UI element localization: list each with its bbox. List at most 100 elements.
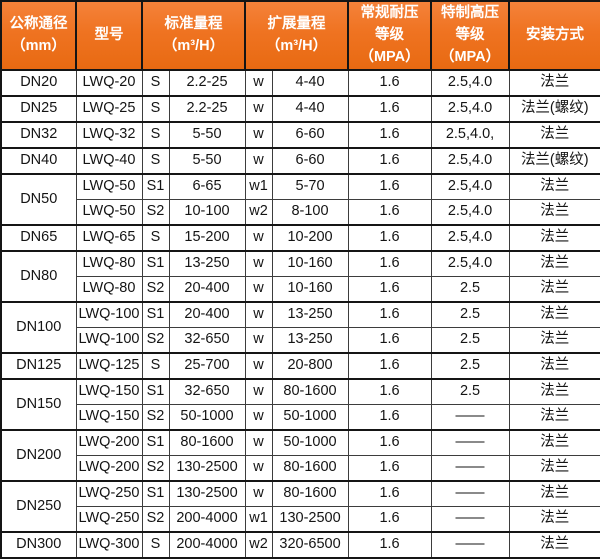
extended-range-cell: 320-6500 [271, 531, 349, 559]
nominal-diameter-cell: DN300 [0, 531, 77, 559]
standard-range-cell: 15-200 [168, 224, 246, 252]
installation-cell: 法兰 [508, 199, 600, 226]
header-standard-range: 标准量程 （m³/H） [140, 0, 247, 72]
normal-pressure-cell: 1.6 [347, 480, 432, 508]
extended-range-code-cell: w [244, 250, 273, 278]
extended-range-cell: 50-1000 [271, 404, 349, 431]
table-row: DN300 LWQ-300 S 200-4000 w2 320-6500 1.6 —— 法兰 [0, 531, 600, 559]
installation-cell: 法兰 [508, 455, 600, 482]
normal-pressure-cell: 1.6 [347, 199, 432, 226]
model-cell: LWQ-300 [75, 531, 143, 559]
extended-range-code-cell: w [244, 121, 273, 149]
model-cell: LWQ-40 [75, 147, 143, 175]
standard-range-cell: 10-100 [168, 199, 246, 226]
table-row: DN20 LWQ-20 S 2.2-25 w 4-40 1.6 2.5,4.0 法兰 [0, 69, 600, 97]
model-cell: LWQ-125 [75, 352, 143, 380]
model-cell: LWQ-150 [75, 404, 143, 431]
model-cell: LWQ-32 [75, 121, 143, 149]
high-pressure-cell: 2.5 [430, 378, 510, 406]
normal-pressure-cell: 1.6 [347, 455, 432, 482]
standard-range-cell: 80-1600 [168, 429, 246, 457]
standard-range-cell: 2.2-25 [168, 95, 246, 123]
extended-range-cell: 80-1600 [271, 378, 349, 406]
standard-range-code-cell: S [141, 352, 170, 380]
high-pressure-cell: —— [430, 429, 510, 457]
standard-range-code-cell: S2 [141, 276, 170, 303]
standard-range-code-cell: S2 [141, 506, 170, 533]
nominal-diameter-cell: DN40 [0, 147, 77, 175]
table-row: LWQ-50 S2 10-100 w2 8-100 1.6 2.5,4.0 法兰 [1, 199, 600, 226]
standard-range-cell: 200-4000 [168, 506, 246, 533]
table-row: LWQ-150 S2 50-1000 w 50-1000 1.6 —— 法兰 [1, 404, 600, 431]
high-pressure-cell: 2.5,4.0 [430, 173, 510, 201]
normal-pressure-cell: 1.6 [347, 276, 432, 303]
table-row: DN200 LWQ-200 S1 80-1600 w 50-1000 1.6 —— 法兰 [0, 429, 600, 482]
table-row: DN250 LWQ-250 S1 130-2500 w 80-1600 1.6 —— 法兰 [0, 480, 600, 533]
table-row: LWQ-100 S2 32-650 w 13-250 1.6 2.5 法兰 [1, 327, 600, 354]
installation-cell: 法兰 [508, 378, 600, 406]
extended-range-code-cell: w [244, 147, 273, 175]
nominal-diameter-cell: DN50 [0, 173, 77, 226]
standard-range-cell: 50-1000 [168, 404, 246, 431]
standard-range-cell: 5-50 [168, 147, 246, 175]
standard-range-code-cell: S1 [141, 378, 170, 406]
normal-pressure-cell: 1.6 [347, 378, 432, 406]
standard-range-code-cell: S2 [141, 455, 170, 482]
model-cell: LWQ-200 [75, 455, 143, 482]
extended-range-code-cell: w [244, 429, 273, 457]
normal-pressure-cell: 1.6 [347, 95, 432, 123]
model-cell: LWQ-80 [75, 276, 143, 303]
installation-cell: 法兰 [508, 250, 600, 278]
extended-range-code-cell: w [244, 69, 273, 97]
standard-range-code-cell: S1 [141, 480, 170, 508]
extended-range-cell: 50-1000 [271, 429, 349, 457]
model-cell: LWQ-80 [75, 250, 143, 278]
standard-range-code-cell: S2 [141, 327, 170, 354]
header-row: 公称通径 （mm） 型号 标准量程 （m³/H） 扩展量程 （m³/H） 常规耐… [0, 0, 600, 72]
standard-range-code-cell: S [141, 531, 170, 559]
standard-range-cell: 5-50 [168, 121, 246, 149]
nominal-diameter-cell: DN32 [0, 121, 77, 149]
high-pressure-cell: —— [430, 480, 510, 508]
standard-range-cell: 2.2-25 [168, 69, 246, 97]
installation-cell: 法兰 [508, 301, 600, 329]
table-body: DN20 LWQ-20 S 2.2-25 w 4-40 1.6 2.5,4.0 法兰 DN25 LW… [0, 69, 600, 559]
high-pressure-cell: 2.5,4.0, [430, 121, 510, 149]
normal-pressure-cell: 1.6 [347, 121, 432, 149]
installation-cell: 法兰 [508, 480, 600, 508]
extended-range-cell: 8-100 [271, 199, 349, 226]
nominal-diameter-cell: DN100 [0, 301, 77, 354]
extended-range-code-cell: w [244, 224, 273, 252]
high-pressure-cell: 2.5 [430, 276, 510, 303]
extended-range-code-cell: w [244, 301, 273, 329]
high-pressure-cell: 2.5,4.0 [430, 69, 510, 97]
normal-pressure-cell: 1.6 [347, 531, 432, 559]
installation-cell: 法兰 [508, 327, 600, 354]
extended-range-cell: 80-1600 [271, 455, 349, 482]
model-cell: LWQ-65 [75, 224, 143, 252]
installation-cell: 法兰 [508, 506, 600, 533]
standard-range-cell: 20-400 [168, 301, 246, 329]
table-row: DN80 LWQ-80 S1 13-250 w 10-160 1.6 2.5,4.0 法兰 [0, 250, 600, 303]
header-extended-range: 扩展量程 （m³/H） [244, 0, 350, 72]
high-pressure-cell: 2.5,4.0 [430, 250, 510, 278]
nominal-diameter-cell: DN65 [0, 224, 77, 252]
installation-cell: 法兰 [508, 531, 600, 559]
header-nominal-diameter: 公称通径 （mm） [0, 0, 77, 72]
extended-range-code-cell: w [244, 404, 273, 431]
model-cell: LWQ-100 [75, 327, 143, 354]
extended-range-cell: 5-70 [271, 173, 349, 201]
normal-pressure-cell: 1.6 [347, 224, 432, 252]
standard-range-code-cell: S [141, 147, 170, 175]
model-cell: LWQ-100 [75, 301, 143, 329]
extended-range-code-cell: w [244, 480, 273, 508]
extended-range-cell: 10-160 [271, 250, 349, 278]
table-row: DN65 LWQ-65 S 15-200 w 10-200 1.6 2.5,4.0 法兰 [0, 224, 600, 252]
model-cell: LWQ-20 [75, 69, 143, 97]
high-pressure-cell: 2.5 [430, 327, 510, 354]
standard-range-cell: 130-2500 [168, 480, 246, 508]
nominal-diameter-cell: DN200 [0, 429, 77, 482]
installation-cell: 法兰 [508, 404, 600, 431]
